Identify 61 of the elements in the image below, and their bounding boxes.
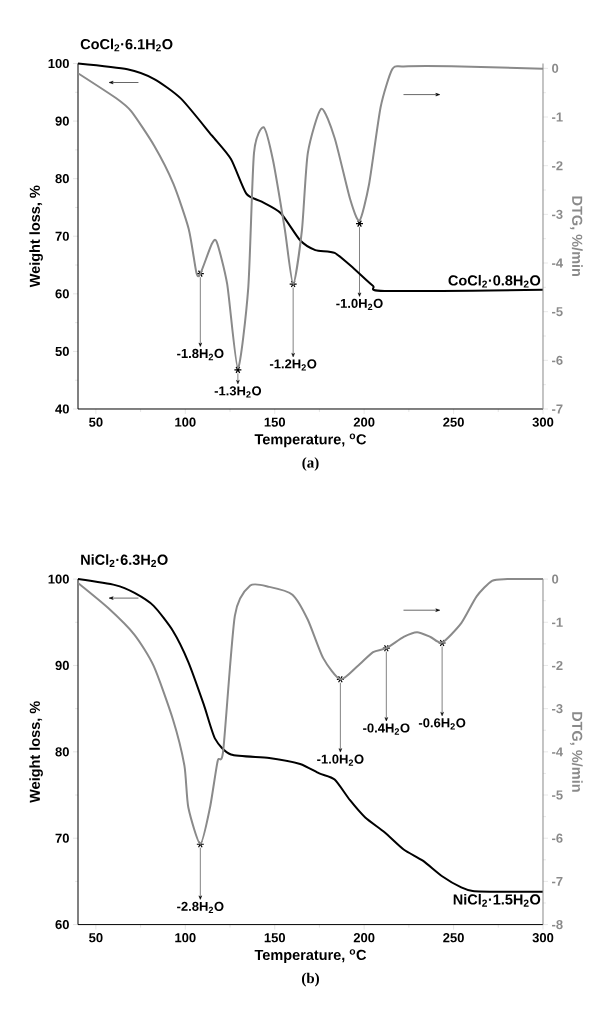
x-tick-label: 50 (89, 417, 103, 427)
chart-title: NiCl$_{2}$·6.3H$_{2}$O (81, 554, 168, 567)
chart-title: CoCl$_{2}$·6.1H$_{2}$O (80, 38, 173, 52)
x-tick-label: 150 (264, 933, 286, 943)
annotation: -1.0H$_{2}$O (336, 298, 383, 311)
x-tick-label: 50 (89, 933, 103, 943)
y2-axis-title: DTG, %/min (569, 712, 583, 792)
y-tick-label: 100 (48, 58, 69, 69)
y-tick-label: 80 (55, 747, 69, 757)
y2-tick-label: 0 (552, 574, 559, 584)
y2-tick-label: -1 (552, 617, 563, 627)
y2-tick-label: 0 (552, 63, 559, 73)
annotation: -1.2H$_{2}$O (269, 359, 317, 371)
annotation: -1.8H$_{2}$O (177, 348, 224, 361)
annotation: -1.3H$_{2}$O (214, 386, 262, 398)
text: (a) (302, 457, 319, 471)
y-tick-label: 60 (55, 289, 69, 299)
annotation: -0.4H$_{2}$O (363, 723, 410, 735)
y2-tick-label: -7 (552, 876, 563, 886)
y-axis-title: Weight loss, % (29, 701, 43, 803)
x-axis-title: Temperature, $^{o}$C (254, 949, 367, 963)
x-tick-label: 300 (532, 417, 554, 427)
y2-axis-title: DTG, %/min (569, 196, 583, 277)
x-tick-label: 250 (443, 417, 464, 427)
text: (b) (301, 972, 319, 987)
annotation: -0.6H$_{2}$O (418, 718, 466, 730)
y-tick-label: 40 (55, 404, 69, 414)
y-axis-title: Weight loss, % (29, 185, 43, 288)
x-tick-label: 250 (443, 933, 464, 943)
y2-tick-label: -2 (552, 660, 563, 671)
y2-tick-label: -3 (552, 704, 563, 714)
annotation: CoCl$_{2}$·0.8H$_{2}$O (448, 274, 541, 288)
y2-tick-label: -6 (552, 833, 563, 843)
x-tick-label: 100 (175, 933, 196, 943)
y-tick-label: 60 (55, 919, 69, 930)
y2-tick-label: -1 (552, 112, 563, 122)
x-tick-label: 300 (532, 933, 554, 943)
x-tick-label: 150 (264, 417, 286, 427)
x-tick-label: 200 (353, 933, 375, 943)
y2-tick-label: -5 (552, 790, 563, 800)
y-tick-label: 70 (55, 833, 69, 843)
y2-tick-label: -8 (552, 919, 563, 930)
y-tick-label: 100 (48, 574, 69, 584)
y2-tick-label: -4 (552, 258, 564, 268)
x-axis-title: Temperature, $^{o}$C (254, 433, 367, 448)
y-tick-label: 90 (55, 116, 69, 126)
x-tick-label: 200 (353, 417, 375, 427)
y2-tick-label: -7 (552, 404, 563, 414)
y2-tick-label: -6 (552, 355, 563, 365)
annotation: -1.0H$_{2}$O (317, 754, 364, 766)
y2-tick-label: -3 (552, 209, 563, 219)
annotation: -2.8H$_{2}$O (177, 901, 224, 914)
y-tick-label: 70 (55, 231, 69, 241)
annotation: NiCl$_{2}$·1.5H$_{2}$O (453, 893, 541, 907)
x-tick-label: 100 (175, 417, 196, 427)
y-tick-label: 50 (55, 346, 69, 357)
y2-tick-label: -5 (552, 307, 563, 317)
y2-tick-label: -4 (552, 747, 564, 757)
y-tick-label: 90 (55, 660, 69, 671)
y2-tick-label: -2 (552, 161, 563, 171)
y-tick-label: 80 (55, 174, 69, 184)
